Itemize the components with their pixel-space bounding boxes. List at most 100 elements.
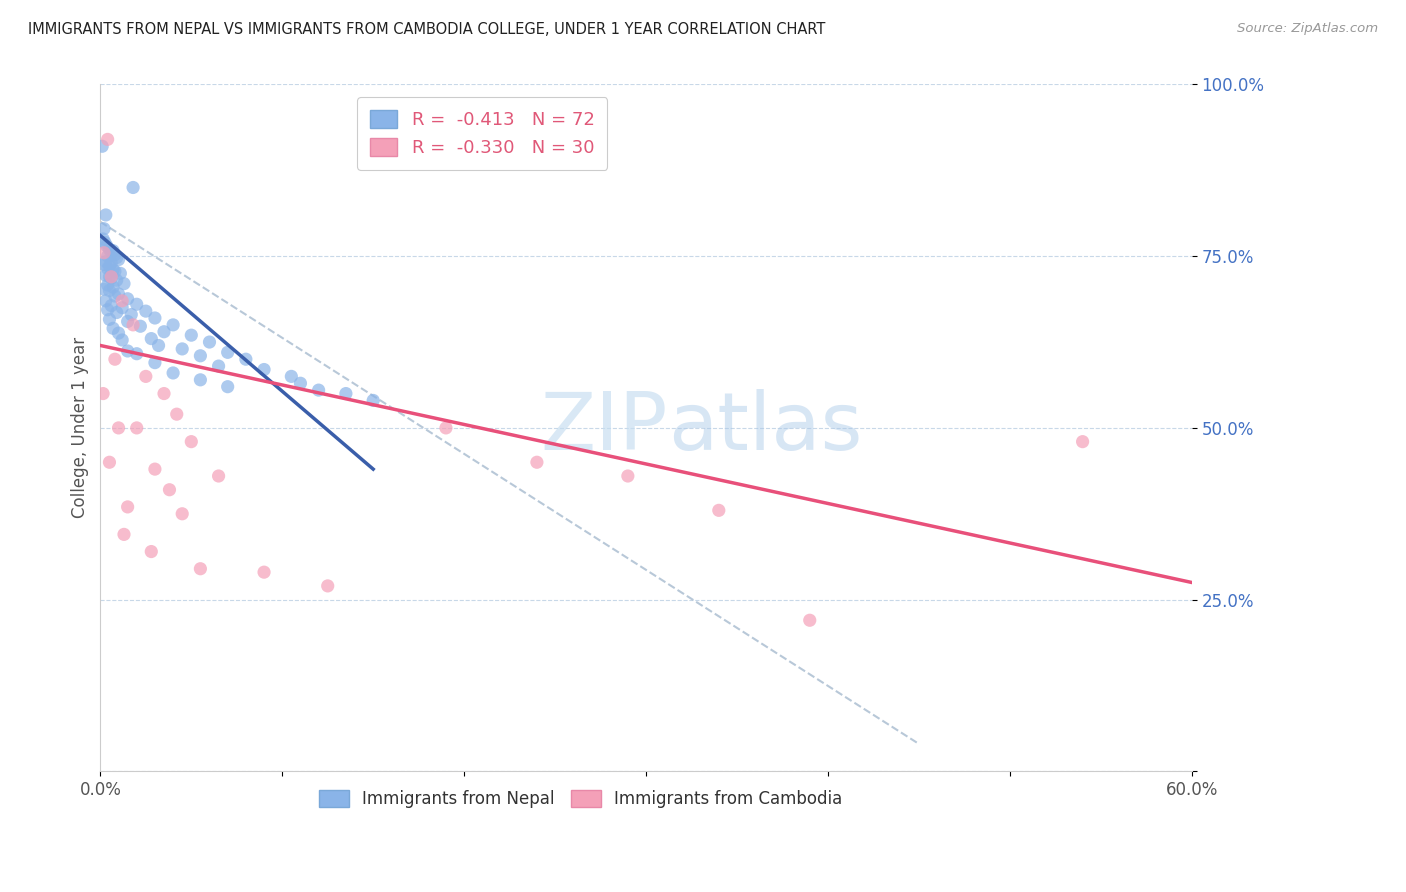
Point: [105, 251, 128, 265]
Point: [104, 352, 127, 367]
Point: [94, 235, 117, 250]
Point: [707, 503, 730, 517]
Point: [253, 565, 276, 579]
Point: [101, 244, 124, 258]
Point: [104, 264, 127, 278]
Point: [290, 376, 312, 391]
Point: [617, 469, 640, 483]
Point: [335, 386, 357, 401]
Point: [190, 349, 212, 363]
Point: [98, 284, 121, 298]
Point: [93, 257, 115, 271]
Point: [97, 278, 120, 293]
Point: [93, 282, 115, 296]
Point: [153, 325, 176, 339]
Point: [308, 383, 330, 397]
Point: [100, 299, 122, 313]
Point: [107, 287, 129, 301]
Point: [198, 334, 221, 349]
Point: [148, 338, 170, 352]
Point: [207, 359, 229, 373]
Point: [91, 386, 114, 401]
Text: ZIP: ZIP: [540, 389, 668, 467]
Point: [190, 562, 212, 576]
Point: [94, 293, 117, 308]
Point: [253, 362, 276, 376]
Point: [117, 314, 139, 328]
Point: [91, 139, 114, 153]
Point: [94, 208, 117, 222]
Point: [143, 462, 166, 476]
Point: [190, 373, 212, 387]
Point: [117, 500, 139, 514]
Point: [101, 280, 124, 294]
Point: [217, 345, 239, 359]
Point: [98, 260, 121, 274]
Point: [172, 507, 194, 521]
Point: [129, 319, 152, 334]
Point: [97, 261, 120, 276]
Text: atlas: atlas: [668, 389, 862, 467]
Point: [100, 256, 122, 270]
Point: [93, 245, 115, 260]
Point: [97, 132, 120, 146]
Point: [143, 356, 166, 370]
Point: [110, 266, 132, 280]
Point: [180, 434, 202, 449]
Point: [105, 273, 128, 287]
Point: [235, 352, 257, 367]
Point: [526, 455, 548, 469]
Point: [120, 308, 142, 322]
Point: [162, 366, 184, 380]
Point: [101, 263, 124, 277]
Point: [217, 380, 239, 394]
Point: [143, 311, 166, 326]
Point: [98, 455, 121, 469]
Point: [107, 421, 129, 435]
Point: [111, 293, 134, 308]
Point: [111, 333, 134, 347]
Text: IMMIGRANTS FROM NEPAL VS IMMIGRANTS FROM CAMBODIA COLLEGE, UNDER 1 YEAR CORRELAT: IMMIGRANTS FROM NEPAL VS IMMIGRANTS FROM…: [28, 22, 825, 37]
Point: [125, 297, 148, 311]
Point: [93, 221, 115, 235]
Point: [162, 318, 184, 332]
Point: [1071, 434, 1094, 449]
Legend: Immigrants from Nepal, Immigrants from Cambodia: Immigrants from Nepal, Immigrants from C…: [312, 783, 849, 814]
Point: [125, 421, 148, 435]
Point: [107, 326, 129, 340]
Point: [207, 469, 229, 483]
Point: [94, 254, 117, 268]
Point: [97, 302, 120, 317]
Point: [117, 292, 139, 306]
Point: [91, 232, 114, 246]
Point: [104, 248, 127, 262]
Point: [94, 268, 117, 283]
Point: [107, 252, 129, 267]
Point: [98, 269, 121, 284]
Y-axis label: College, Under 1 year: College, Under 1 year: [72, 337, 89, 518]
Point: [172, 342, 194, 356]
Point: [153, 386, 176, 401]
Point: [112, 277, 135, 291]
Point: [122, 180, 145, 194]
Point: [280, 369, 302, 384]
Point: [166, 407, 188, 421]
Point: [97, 249, 120, 263]
Point: [96, 239, 118, 253]
Point: [135, 369, 157, 384]
Point: [111, 301, 134, 315]
Point: [141, 332, 163, 346]
Point: [434, 421, 457, 435]
Point: [180, 328, 202, 343]
Point: [112, 527, 135, 541]
Point: [361, 393, 384, 408]
Point: [316, 579, 339, 593]
Point: [122, 318, 145, 332]
Point: [100, 245, 122, 260]
Point: [100, 269, 122, 284]
Point: [98, 312, 121, 326]
Point: [141, 544, 163, 558]
Point: [159, 483, 181, 497]
Point: [135, 304, 157, 318]
Point: [105, 305, 128, 319]
